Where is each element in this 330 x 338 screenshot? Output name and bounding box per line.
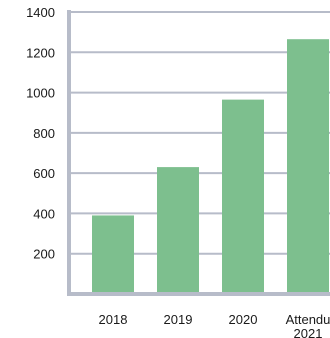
x-tick-label-2021: Attendu 2021: [286, 312, 330, 338]
bar-2019: [157, 167, 199, 294]
y-tick-labels: 200 400 600 800 1000 1200 1400: [26, 5, 55, 262]
x-tick-label-2020: 2020: [229, 312, 258, 327]
bar-2021: [287, 39, 329, 294]
x-tick-labels: 2018 2019 2020 Attendu 2021: [99, 312, 330, 338]
y-tick-label-200: 200: [33, 247, 55, 262]
bar-2020: [222, 99, 264, 294]
y-tick-label-1200: 1200: [26, 45, 55, 60]
y-tick-label-800: 800: [33, 126, 55, 141]
gridlines: [69, 11, 330, 255]
y-tick-label-600: 600: [33, 166, 55, 181]
x-tick-label-2018: 2018: [99, 312, 128, 327]
bars: [92, 39, 329, 294]
y-tick-label-1000: 1000: [26, 86, 55, 101]
x-tick-label-2019: 2019: [164, 312, 193, 327]
axes: [67, 10, 330, 296]
y-tick-label-400: 400: [33, 206, 55, 221]
bar-2018: [92, 215, 134, 294]
y-tick-label-1400: 1400: [26, 5, 55, 20]
